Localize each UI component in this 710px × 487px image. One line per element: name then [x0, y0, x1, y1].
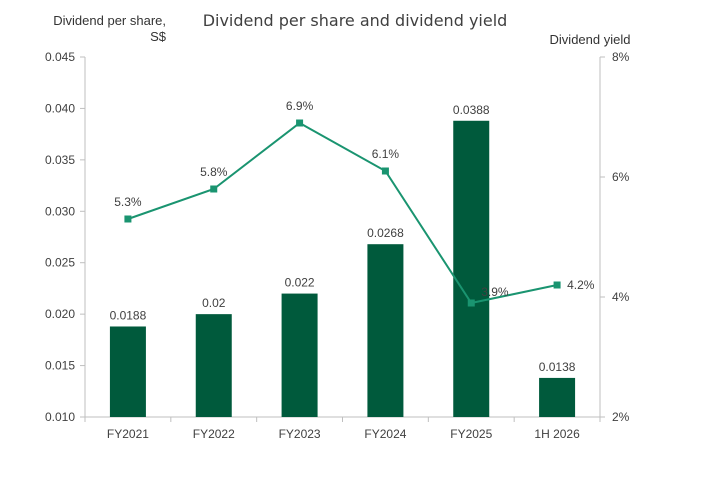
bar: [539, 377, 576, 417]
yield-marker: [553, 281, 561, 289]
x-tick-label: FY2024: [364, 427, 406, 441]
y-tick-right-label: 8%: [612, 50, 630, 64]
yield-marker: [381, 167, 389, 175]
x-tick-label: 1H 2026: [534, 427, 580, 441]
y-tick-left-label: 0.045: [45, 50, 75, 64]
bar: [109, 326, 146, 417]
y-tick-right-label: 6%: [612, 170, 630, 184]
yield-value-label: 6.1%: [372, 147, 400, 161]
y-tick-right-label: 2%: [612, 410, 630, 424]
bar-value-label: 0.0268: [367, 226, 404, 240]
x-tick-label: FY2021: [107, 427, 149, 441]
y-axis-left-label-line-1: Dividend per share,: [53, 13, 166, 28]
yield-marker: [467, 299, 475, 307]
yield-value-label: 5.8%: [200, 165, 228, 179]
bar: [367, 244, 404, 417]
y-tick-left-label: 0.025: [45, 256, 75, 270]
x-tick-label: FY2025: [450, 427, 492, 441]
yield-value-label: 4.2%: [567, 278, 595, 292]
bar-value-label: 0.022: [285, 276, 315, 290]
y-axis-left-label: Dividend per share, S$: [26, 13, 166, 45]
y-tick-left-label: 0.010: [45, 410, 75, 424]
bar: [195, 314, 232, 417]
bar: [453, 120, 490, 418]
y-axis-right-label: Dividend yield: [549, 32, 631, 47]
chart-title: Dividend per share and dividend yield: [202, 11, 508, 30]
bar: [281, 293, 318, 417]
y-tick-left-label: 0.040: [45, 101, 75, 115]
bar-value-label: 0.0188: [110, 308, 147, 322]
y-tick-left-label: 0.035: [45, 153, 75, 167]
y-tick-right-label: 4%: [612, 290, 630, 304]
bar-value-label: 0.0388: [453, 103, 490, 117]
yield-marker: [210, 185, 218, 193]
yield-value-label: 3.9%: [481, 285, 509, 299]
x-tick-label: FY2022: [193, 427, 235, 441]
yield-marker: [296, 119, 304, 127]
y-tick-left-label: 0.030: [45, 204, 75, 218]
y-tick-left-label: 0.015: [45, 359, 75, 373]
yield-marker: [124, 215, 132, 223]
y-tick-left-label: 0.020: [45, 307, 75, 321]
bar-value-label: 0.02: [202, 296, 226, 310]
y-axis-left-label-line-2: S$: [150, 29, 166, 44]
x-tick-label: FY2023: [279, 427, 321, 441]
yield-line: [127, 121, 558, 305]
yield-value-label: 5.3%: [114, 195, 142, 209]
yield-value-label: 6.9%: [286, 99, 314, 113]
bar-value-label: 0.0138: [539, 360, 576, 374]
